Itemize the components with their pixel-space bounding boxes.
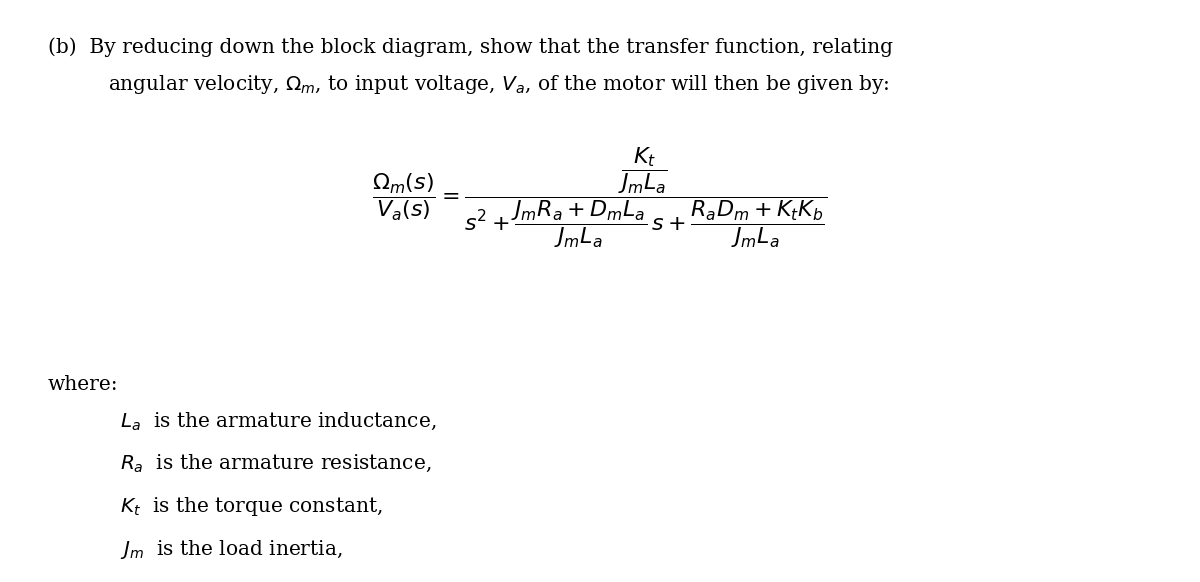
Text: where:: where: [48, 375, 119, 395]
Text: (b)  By reducing down the block diagram, show that the transfer function, relati: (b) By reducing down the block diagram, … [48, 38, 893, 58]
Text: $J_m$  is the load inertia,: $J_m$ is the load inertia, [120, 538, 342, 561]
Text: $\dfrac{\Omega_m(s)}{V_a(s)} = \dfrac{\dfrac{K_t}{J_m L_a}}{s^2 + \dfrac{J_m R_a: $\dfrac{\Omega_m(s)}{V_a(s)} = \dfrac{\d… [372, 146, 828, 250]
Text: $R_a$  is the armature resistance,: $R_a$ is the armature resistance, [120, 453, 431, 474]
Text: $D_m$  is the damping coefficient of the load and: $D_m$ is the damping coefficient of the … [120, 580, 589, 582]
Text: angular velocity, $\Omega_m$, to input voltage, $V_a$, of the motor will then be: angular velocity, $\Omega_m$, to input v… [108, 73, 889, 96]
Text: $K_t$  is the torque constant,: $K_t$ is the torque constant, [120, 495, 383, 519]
Text: $L_a$  is the armature inductance,: $L_a$ is the armature inductance, [120, 410, 437, 432]
